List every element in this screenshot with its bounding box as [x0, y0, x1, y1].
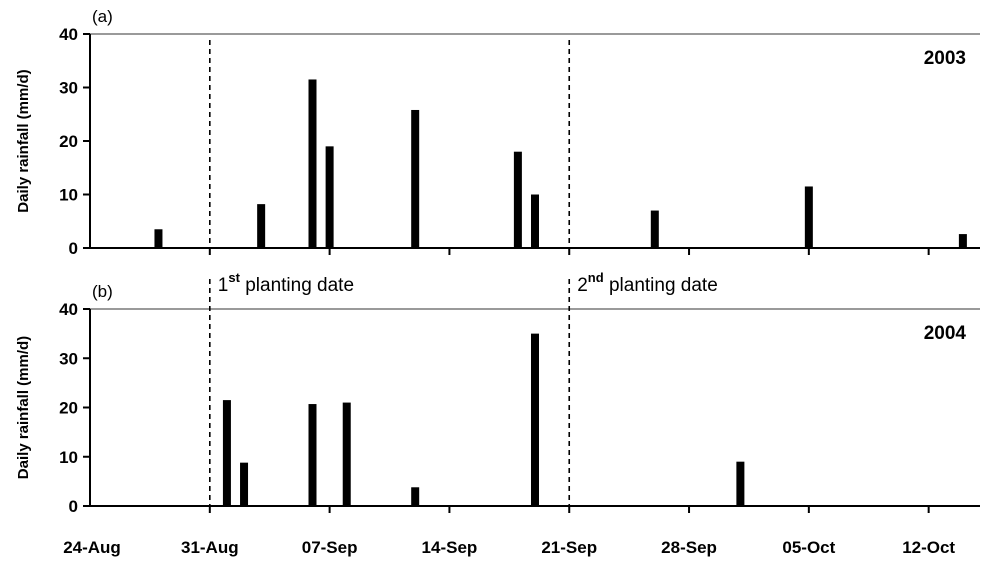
panel-b-y-tick-label: 0: [69, 497, 78, 516]
panel-b-bar: [342, 402, 351, 506]
panel-a-y-axis-label: Daily rainfall (mm/d): [15, 69, 32, 212]
x-tick-label: 24-Aug: [63, 538, 121, 557]
x-tick-label: 31-Aug: [181, 538, 239, 557]
panel-a-bar: [154, 229, 163, 248]
panel-b-bar: [240, 462, 249, 506]
x-tick-label: 07-Sep: [302, 538, 358, 557]
panel-a-bar: [411, 109, 420, 248]
x-tick-label: 12-Oct: [902, 538, 955, 557]
panel-a-bar: [325, 146, 334, 248]
panel-a-bar: [650, 210, 659, 248]
panel-a-y-tick-label: 30: [59, 79, 78, 98]
panel-b-y-axis-label: Daily rainfall (mm/d): [15, 336, 32, 479]
x-tick-label: 14-Sep: [422, 538, 478, 557]
planting-date-label-2: 2nd planting date: [577, 270, 718, 296]
panel-b-y-tick-label: 40: [59, 300, 78, 319]
panel-a-y-tick-label: 10: [59, 186, 78, 205]
panel-b-y-tick-label: 10: [59, 448, 78, 467]
panel-a-y-tick-label: 20: [59, 132, 78, 151]
panel-a-bar: [308, 79, 317, 248]
panel-b-bar: [736, 461, 745, 506]
panel-a-y-tick-label: 0: [69, 239, 78, 258]
x-tick-label: 05-Oct: [782, 538, 835, 557]
x-tick-label: 21-Sep: [541, 538, 597, 557]
panel-a-bar: [531, 194, 539, 248]
panel-a-bar: [804, 186, 813, 248]
panel-a-bar: [958, 234, 967, 248]
panel-a-bar: [513, 151, 522, 248]
panel-b-label: (b): [92, 282, 113, 301]
panel-a-label: (a): [92, 7, 113, 26]
panel-b-bar: [531, 333, 539, 506]
panel-a-y-tick-label: 40: [59, 25, 78, 44]
x-tick-label: 28-Sep: [661, 538, 717, 557]
panel-b-y-tick-label: 30: [59, 349, 78, 368]
panel-b-bar: [222, 400, 231, 506]
panel-a-year-label: 2003: [924, 48, 966, 69]
panel-b-bar: [308, 404, 317, 506]
planting-date-label-1: 1st planting date: [218, 270, 354, 296]
panel-b-y-tick-label: 20: [59, 399, 78, 418]
panel-a-bar: [257, 204, 266, 248]
panel-b-year-label: 2004: [924, 323, 967, 344]
panel-b-bar: [411, 487, 420, 506]
